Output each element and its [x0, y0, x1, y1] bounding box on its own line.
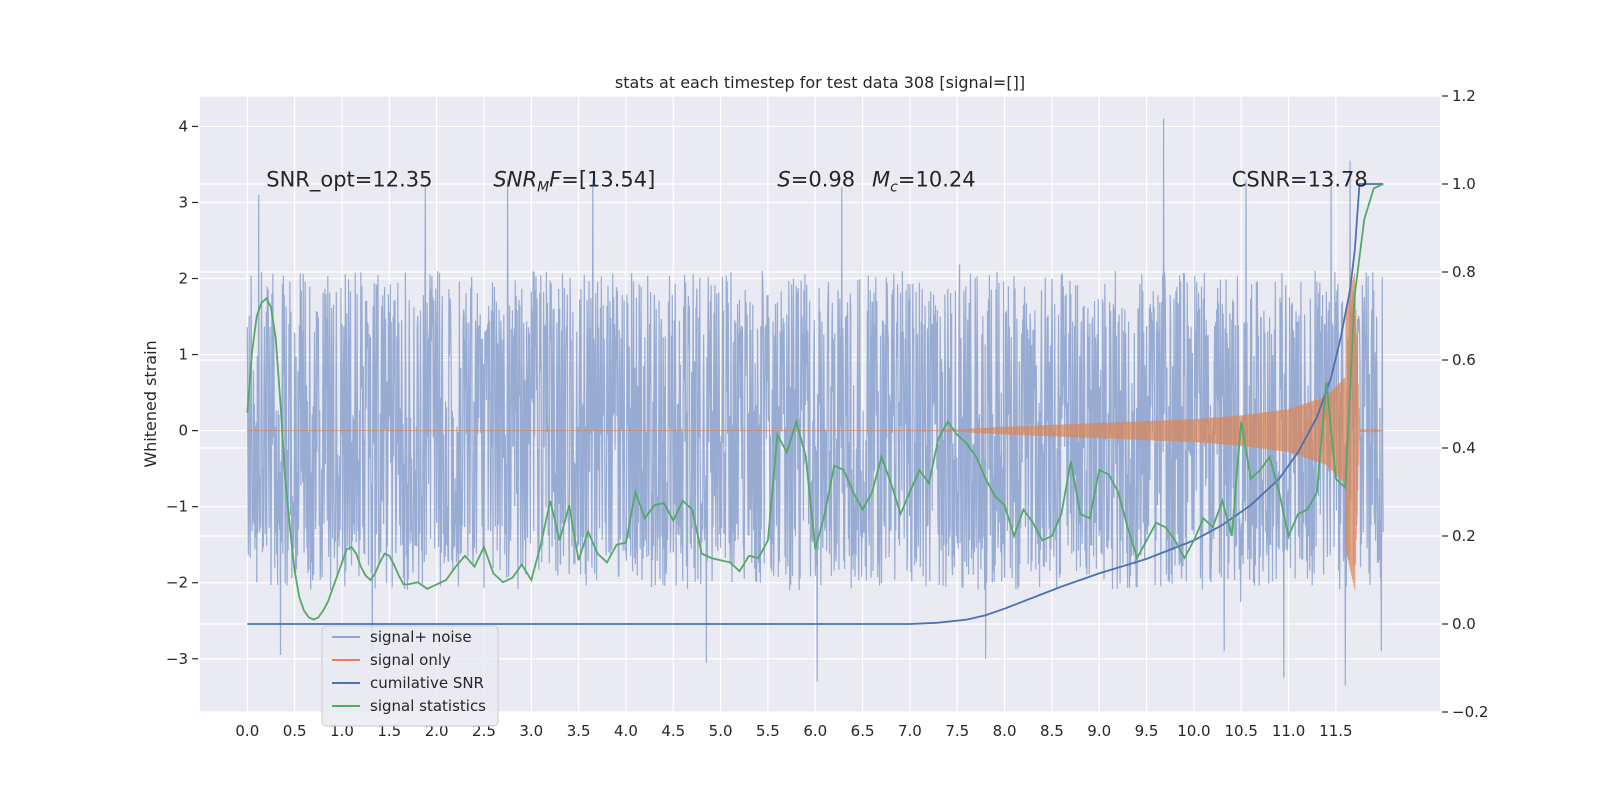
x-tick-label: 7.0 — [898, 722, 922, 740]
y-tick-label: −3 — [166, 650, 188, 668]
x-tick-label: 4.0 — [614, 722, 638, 740]
y-tick-label: −1 — [166, 498, 188, 516]
annotation-text: S=0.98 — [777, 168, 855, 192]
series-signal-noise — [246, 118, 1384, 686]
y-tick-label: 4 — [178, 117, 188, 135]
chart-title: stats at each timestep for test data 308… — [615, 73, 1025, 92]
annotation-text: SNRMF=[13.54] — [493, 168, 655, 196]
x-tick-label: 11.5 — [1319, 722, 1352, 740]
y2-tick-label: 1.0 — [1452, 175, 1476, 193]
y-tick-label: −2 — [166, 574, 188, 592]
x-tick-label: 6.0 — [803, 722, 827, 740]
legend-label: signal+ noise — [370, 628, 472, 646]
x-tick-label: 9.0 — [1087, 722, 1111, 740]
series-signal-statistics — [246, 183, 1384, 621]
x-tick-label: 0.5 — [283, 722, 307, 740]
x-tick-label: 10.0 — [1177, 722, 1210, 740]
series-layer — [246, 118, 1384, 686]
y2-tick-label: 0.0 — [1452, 615, 1476, 633]
y2-tick-label: 0.4 — [1452, 439, 1476, 457]
legend: signal+ noise signal only cumilative SNR si… — [321, 625, 499, 727]
x-tick-label: 10.5 — [1225, 722, 1258, 740]
y2-tick-label: −0.2 — [1452, 703, 1488, 721]
y2-tick-label: 1.2 — [1452, 87, 1476, 105]
x-tick-label: 5.5 — [756, 722, 780, 740]
series-signal-only — [247, 273, 1384, 590]
x-tick-label: 5.0 — [709, 722, 733, 740]
y-axis-right-ticks: −0.2 0.0 0.2 0.4 0.6 0.8 1.0 1.2 — [1442, 87, 1488, 721]
x-tick-label: 3.0 — [519, 722, 543, 740]
x-tick-label: 8.0 — [993, 722, 1017, 740]
x-tick-label: 8.5 — [1040, 722, 1064, 740]
legend-box — [321, 625, 499, 727]
x-tick-label: 4.5 — [661, 722, 685, 740]
series-cumulative-snr — [247, 183, 1384, 625]
y2-tick-label: 0.8 — [1452, 263, 1476, 281]
x-tick-label: 0.0 — [235, 722, 259, 740]
y2-tick-label: 0.6 — [1452, 351, 1476, 369]
annotations: SNR_opt=12.35 SNRMF=[13.54] S=0.98 Mc=10.24… — [266, 168, 1368, 196]
x-tick-label: 3.5 — [567, 722, 591, 740]
y-tick-label: 0 — [178, 422, 188, 440]
x-axis-ticks: 0.0 0.5 1.0 1.5 2.0 2.5 3.0 3.5 4.0 4.5 5.0 5.5 6.0 6… — [235, 722, 1352, 740]
y2-tick-label: 0.2 — [1452, 527, 1476, 545]
y-tick-label: 1 — [178, 346, 188, 364]
y-axis-label: Whitened strain — [141, 340, 160, 467]
y-axis-left-ticks: −3 −2 −1 0 1 2 3 4 — [166, 117, 198, 668]
legend-label: cumilative SNR — [370, 674, 484, 692]
annotation-text: Mc=10.24 — [872, 168, 976, 196]
annotation-text: CSNR=13.78 — [1232, 168, 1368, 192]
y-tick-label: 2 — [178, 270, 188, 288]
legend-label: signal only — [370, 651, 451, 669]
y-tick-label: 3 — [178, 193, 188, 211]
x-tick-label: 11.0 — [1272, 722, 1305, 740]
annotation-text: SNR_opt=12.35 — [266, 168, 432, 193]
x-tick-label: 9.5 — [1135, 722, 1159, 740]
x-tick-label: 6.5 — [851, 722, 875, 740]
legend-label: signal statistics — [370, 697, 486, 715]
x-tick-label: 7.5 — [945, 722, 969, 740]
